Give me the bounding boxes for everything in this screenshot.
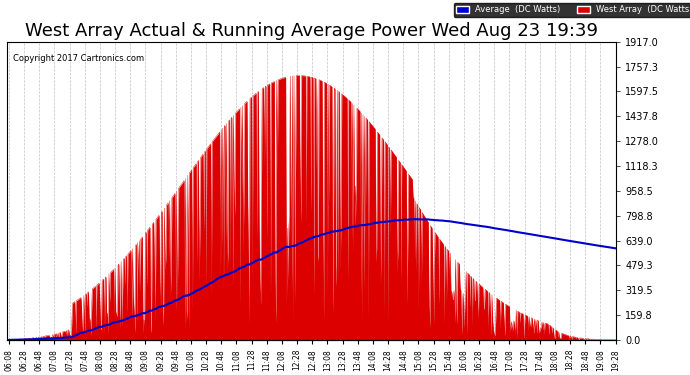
Legend: Average  (DC Watts), West Array  (DC Watts): Average (DC Watts), West Array (DC Watts… [454, 3, 690, 17]
Text: Copyright 2017 Cartronics.com: Copyright 2017 Cartronics.com [13, 54, 144, 63]
Title: West Array Actual & Running Average Power Wed Aug 23 19:39: West Array Actual & Running Average Powe… [26, 22, 598, 40]
